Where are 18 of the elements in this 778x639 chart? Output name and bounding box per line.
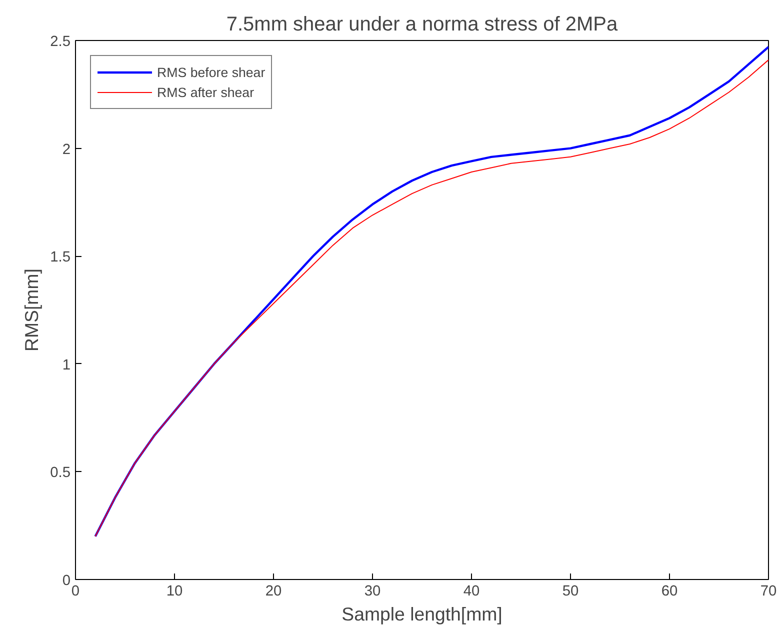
x-tick-label: 30 [364,584,381,600]
x-tick-label: 60 [661,584,678,600]
y-axis-title: RMS[mm] [21,268,42,352]
y-tick-label: 0.5 [50,465,70,482]
legend-label: RMS after shear [157,84,254,100]
x-axis-title: Sample length[mm] [342,604,502,624]
x-tick-label: 40 [463,584,480,600]
x-tick-label: 10 [166,584,183,600]
chart-title: 7.5mm shear under a norma stress of 2MPa [226,14,619,36]
y-tick-label: 1 [62,357,71,374]
y-tick-label: 2 [62,142,71,158]
x-tick-label: 50 [562,584,579,600]
y-tick-label: 0 [62,573,71,589]
x-tick-label: 20 [265,584,282,600]
legend-label: RMS before shear [157,64,266,80]
x-tick-label: 70 [760,584,777,600]
y-tick-label: 1.5 [50,250,70,266]
y-tick-label: 2.5 [50,34,70,50]
